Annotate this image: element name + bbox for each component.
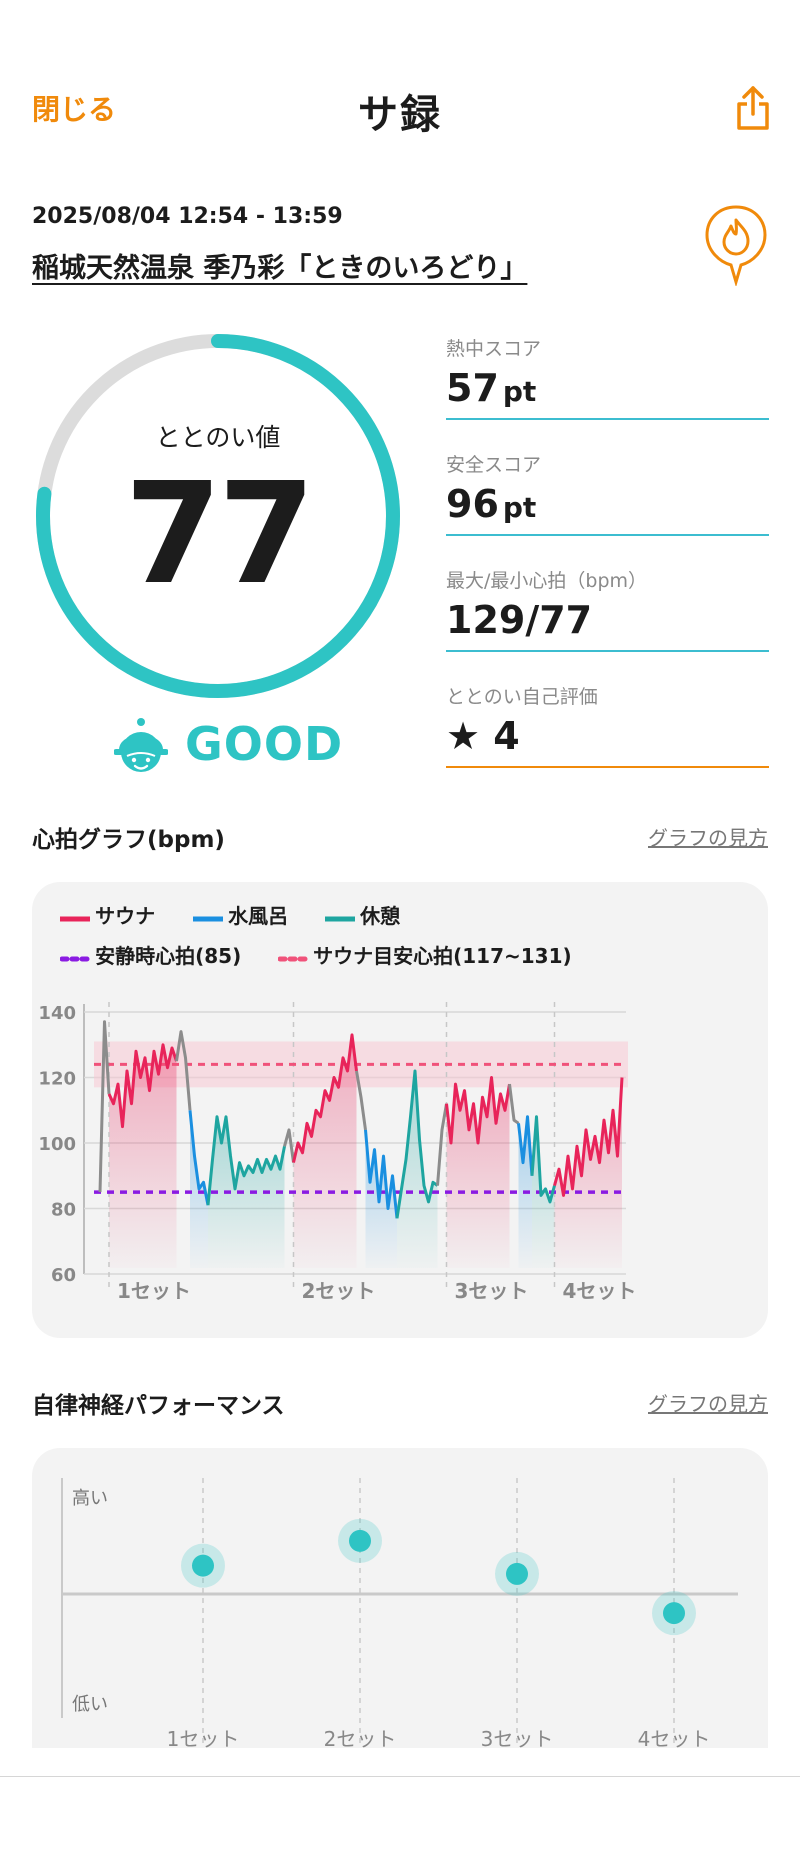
x-tick-label: 4セット [638, 1727, 711, 1748]
rating-label: GOOD [185, 717, 344, 771]
y-tick-label: 60 [51, 1265, 76, 1286]
ans-help-link[interactable]: グラフの見方 [648, 1392, 768, 1416]
legend-sauna: サウナ [57, 900, 156, 929]
data-point [506, 1562, 528, 1585]
data-point [192, 1554, 214, 1577]
series-rest [206, 1115, 286, 1206]
legend-label: 休憩 [360, 904, 401, 928]
divider [446, 650, 769, 652]
venue-link[interactable]: 稲城天然温泉 季乃彩「ときのいろどり」 [32, 253, 528, 284]
heart-graph-title: 心拍グラフ(bpm) [32, 827, 225, 853]
heat-score-label: 熱中スコア [446, 338, 542, 360]
legend-line-water [190, 916, 226, 921]
safety-score-unit: pt [502, 491, 537, 524]
safety-score-label: 安全スコア [446, 454, 542, 476]
x-tick-label: 1セット [167, 1727, 240, 1748]
area-rest [208, 1116, 285, 1268]
series-sauna [107, 1043, 178, 1129]
legend-resting-hr: 安静時心拍(85) [59, 940, 242, 969]
series-sauna [292, 1033, 358, 1163]
legend-water: 水風呂 [190, 900, 289, 929]
y-label-high: 高い [72, 1488, 108, 1509]
series-water [364, 1129, 399, 1219]
self-rating-value: ★ 4 [446, 714, 520, 758]
series-transition [98, 1020, 111, 1193]
score-ring [36, 334, 400, 698]
x-tick-label: 2セット [324, 1727, 397, 1748]
area-sauna [293, 1034, 357, 1268]
divider [0, 1776, 800, 1777]
y-tick-label: 80 [51, 1200, 76, 1221]
heat-score-unit: pt [502, 375, 537, 408]
y-label-low: 低い [72, 1694, 108, 1715]
series-transition [436, 1103, 448, 1186]
divider [446, 534, 769, 536]
self-rating: ★ 4 [446, 714, 520, 758]
legend-dash-target [277, 956, 311, 961]
close-button[interactable]: 閉じる [32, 93, 117, 126]
heart-rate: 129/77 [446, 598, 592, 642]
y-tick-label: 120 [38, 1069, 76, 1090]
area-water [365, 1129, 397, 1268]
legend-label: サウナ目安心拍(117~131) [313, 944, 572, 968]
series-transition [175, 1030, 192, 1111]
divider [446, 766, 769, 768]
area-rest [397, 1071, 438, 1268]
ans-card [32, 1448, 768, 1748]
data-point [349, 1529, 371, 1552]
self-rating-label: ととのい自己評価 [446, 686, 598, 708]
legend-line-rest [322, 916, 358, 921]
ans-title: 自律神経パフォーマンス [32, 1393, 285, 1419]
x-tick-label: 3セット [481, 1727, 554, 1748]
series-rest [530, 1115, 556, 1204]
legend-rest: 休憩 [322, 900, 401, 929]
score-label: ととのい値 [155, 423, 281, 452]
legend-target-hr: サウナ目安心拍(117~131) [277, 940, 572, 969]
series-transition [283, 1128, 295, 1163]
safety-score: 96 pt [446, 482, 536, 526]
set-label: 2セット [302, 1279, 376, 1303]
series-water [517, 1115, 534, 1176]
y-tick-label: 100 [38, 1134, 76, 1155]
legend-dash-resting [59, 956, 93, 961]
share-icon[interactable] [735, 84, 771, 132]
heart-rate-value: 129/77 [446, 598, 593, 642]
legend-label: サウナ [95, 904, 156, 928]
set-label: 4セット [563, 1279, 637, 1303]
series-transition [508, 1083, 520, 1125]
legend-label: 安静時心拍(85) [95, 944, 242, 968]
series-transition [355, 1070, 367, 1131]
session-datetime: 2025/08/04 12:54 - 13:59 [32, 204, 343, 229]
legend-line-sauna [57, 916, 93, 921]
heat-score-value: 57 [446, 366, 499, 410]
data-point [663, 1602, 685, 1625]
heart-graph-help-link[interactable]: グラフの見方 [648, 826, 768, 850]
mascot-icon [113, 716, 169, 776]
set-label: 1セット [117, 1279, 191, 1303]
y-tick-label: 140 [38, 1003, 76, 1024]
safety-score-value: 96 [446, 482, 499, 526]
heat-score: 57 pt [446, 366, 536, 410]
set-label: 3セット [455, 1279, 529, 1303]
area-sauna [554, 1077, 622, 1268]
series-sauna [445, 1076, 511, 1145]
page-title: サ録 [358, 92, 442, 138]
series-rest [395, 1069, 439, 1219]
area-sauna [446, 1077, 510, 1268]
series-sauna [553, 1077, 624, 1197]
score-value: 77 [124, 453, 316, 616]
flame-pin-icon[interactable] [704, 204, 768, 288]
heart-rate-chart: 140 120 100 80 60 1セット 2セット 3セット 4セット [38, 1002, 637, 1303]
series-water [188, 1110, 210, 1206]
heart-rate-label: 最大/最小心拍（bpm） [446, 570, 648, 592]
divider [446, 418, 769, 420]
legend-label: 水風呂 [228, 904, 289, 928]
